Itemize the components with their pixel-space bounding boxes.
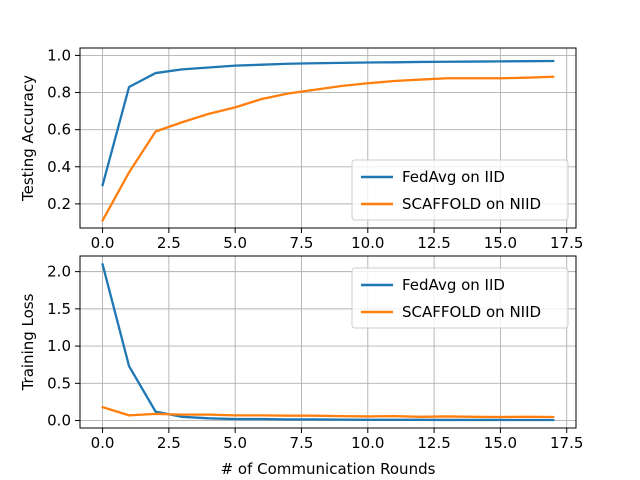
loss-legend-box xyxy=(351,267,569,329)
accuracy-x-tick-label: 2.5 xyxy=(157,234,181,252)
loss-panel: 0.0 2.5 5.0 7.5 10.0 12.5 15.0 17.5 0.0 0.5 1.0 1.5… xyxy=(19,255,583,478)
loss-y-tick-label: 0.0 xyxy=(47,412,71,430)
accuracy-plot-frame xyxy=(79,47,577,229)
accuracy-y-tick-label: 1.0 xyxy=(47,46,71,64)
loss-x-tick-label: 10.0 xyxy=(351,434,384,452)
accuracy-series-line-scaffold xyxy=(101,75,555,222)
loss-series-line-fedavg xyxy=(101,263,555,422)
loss-y-tick-label: 0.5 xyxy=(47,374,71,392)
accuracy-y-tick-label: 0.6 xyxy=(47,121,71,139)
accuracy-y-tick-label: 0.2 xyxy=(47,195,71,213)
loss-legend-label: FedAvg on IID xyxy=(402,276,505,294)
loss-y-tick-label: 1.5 xyxy=(47,300,71,318)
loss-y-tick-label: 1.0 xyxy=(47,337,71,355)
accuracy-legend-label: SCAFFOLD on NIID xyxy=(402,195,541,213)
accuracy-x-tick-label: 17.5 xyxy=(550,234,583,252)
accuracy-series-line-fedavg xyxy=(101,59,555,187)
loss-y-axis-label: Training Loss xyxy=(19,293,37,391)
accuracy-x-tick-label: 5.0 xyxy=(223,234,247,252)
accuracy-x-tick-label: 10.0 xyxy=(351,234,384,252)
loss-x-tick-label: 2.5 xyxy=(157,434,181,452)
loss-x-axis-label: # of Communication Rounds xyxy=(221,460,436,478)
accuracy-panel: 0.0 2.5 5.0 7.5 10.0 12.5 15.0 17.5 0.2 0.4 0.6 0.8… xyxy=(19,46,583,252)
accuracy-x-tick-label: 12.5 xyxy=(417,234,450,252)
accuracy-x-tick-label: 7.5 xyxy=(290,234,314,252)
loss-x-tick-label: 17.5 xyxy=(550,434,583,452)
loss-legend-label: SCAFFOLD on NIID xyxy=(402,303,541,321)
accuracy-y-tick-label: 0.8 xyxy=(47,84,71,102)
loss-x-tick-label: 0.0 xyxy=(91,434,115,452)
accuracy-x-tick-label: 0.0 xyxy=(91,234,115,252)
accuracy-x-tick-label: 15.0 xyxy=(484,234,517,252)
loss-plot-frame xyxy=(79,255,577,429)
loss-y-tick-label: 2.0 xyxy=(47,263,71,281)
accuracy-y-axis-label: Testing Accuracy xyxy=(19,75,37,202)
loss-x-tick-label: 5.0 xyxy=(223,434,247,452)
accuracy-legend-label: FedAvg on IID xyxy=(402,168,505,186)
accuracy-legend-box xyxy=(351,159,569,221)
loss-series-line-scaffold xyxy=(101,405,555,419)
loss-x-tick-label: 12.5 xyxy=(417,434,450,452)
loss-x-tick-label: 15.0 xyxy=(484,434,517,452)
accuracy-y-tick-label: 0.4 xyxy=(47,158,71,176)
loss-x-tick-label: 7.5 xyxy=(290,434,314,452)
